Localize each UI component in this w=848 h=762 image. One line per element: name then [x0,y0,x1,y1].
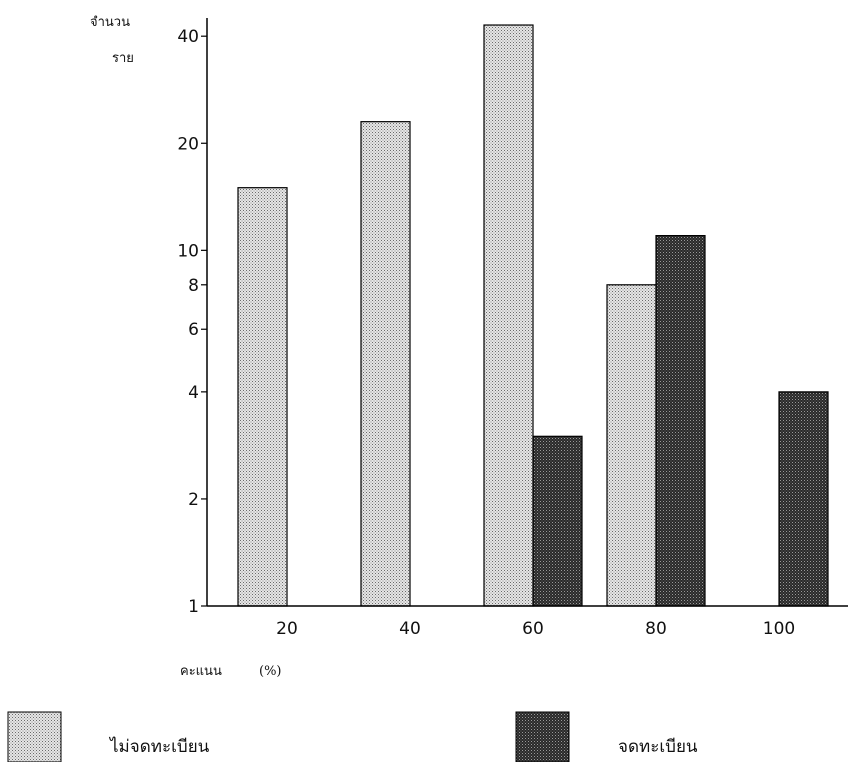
axes-group [206,18,848,607]
y-tick-label: 6 [188,320,199,340]
y-tick-label: 10 [177,241,199,261]
bar-unregistered-40 [360,121,411,607]
bar-unregistered-80 [606,284,657,607]
bar-registered-80 [655,235,706,607]
bar-unregistered-20 [237,187,288,607]
legend-swatch-unregistered [7,711,62,762]
x-axis-label-unit: (%) [259,664,282,679]
y-tick-label: 40 [177,27,199,47]
bar-unregistered-60 [483,24,534,607]
legend: ไม่จดทะเบียน จดทะเบียน [7,711,698,762]
x-ticks-group: 20 40 60 80 100 [276,619,795,639]
y-tick-label: 4 [188,383,199,403]
legend-swatch-registered [515,711,570,762]
x-tick-label: 60 [522,619,544,639]
legend-label-registered: จดทะเบียน [618,737,698,757]
legend-label-unregistered: ไม่จดทะเบียน [108,736,210,757]
y-tick-label: 2 [188,490,199,510]
x-tick-label: 80 [645,619,667,639]
bars-group [237,24,829,607]
x-tick-label: 20 [276,619,298,639]
y-axis-label-line2: ราย [112,51,134,66]
x-tick-label: 100 [763,619,795,639]
x-tick-label: 40 [399,619,421,639]
x-axis-label-name: คะแนน [180,664,222,679]
y-tick-label: 8 [188,276,199,296]
y-tick-label: 1 [188,597,199,617]
y-ticks-group: 1 2 4 6 8 10 20 40 [177,27,207,617]
y-tick-label: 20 [177,134,199,154]
bar-registered-100 [778,391,829,607]
bar-registered-60 [532,435,583,607]
y-axis-label-line1: จำนวน [90,15,130,30]
